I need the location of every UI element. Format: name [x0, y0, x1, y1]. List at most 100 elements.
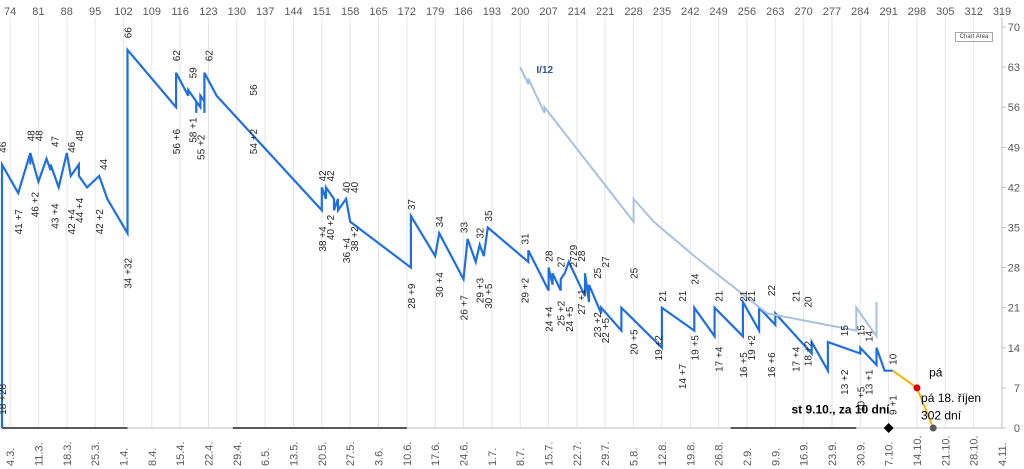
chart-area-button[interactable]: Chart Area [955, 32, 993, 42]
bottom-tick-label: 16.9. [799, 442, 811, 466]
series-i12-line [519, 66, 878, 340]
bottom-tick-label: 15.7. [544, 442, 556, 466]
data-label: 23 +2 [593, 312, 604, 338]
top-tick-label: 207 [539, 6, 557, 18]
data-label: 55 +2 [196, 134, 207, 160]
bottom-tick-label: 27.5. [345, 442, 357, 466]
data-label: 19 +5 [690, 335, 701, 361]
top-tick-label: 109 [143, 6, 161, 18]
top-tick-label: 95 [89, 6, 101, 18]
data-label: 25 [593, 267, 604, 279]
top-tick-label: 200 [511, 6, 529, 18]
bottom-tick-label: 7.10. [884, 442, 896, 466]
data-label: 33 [460, 222, 471, 234]
data-label: 32 [476, 227, 487, 239]
label-layer: 18 +28 46 41 +7 48 46 +2 48 43 +4 47 42 +4 46 44 +… [0, 27, 981, 423]
data-label: 42 +4 [67, 209, 78, 235]
bottom-tick-label: 4.3. [5, 448, 17, 466]
bottom-tick-label: 26.8. [714, 442, 726, 466]
data-label: 30 +4 [435, 272, 446, 298]
data-label: 21 [658, 290, 669, 302]
bottom-tick-label: 6.5. [260, 448, 272, 466]
top-tick-label: 144 [284, 6, 302, 18]
annotation: pá [929, 365, 943, 379]
data-label: 22 [767, 285, 778, 297]
data-label: 29 [569, 244, 580, 256]
data-label: 38 +2 [350, 226, 361, 252]
data-label: 41 +7 [14, 209, 25, 235]
top-tick-label: 228 [624, 6, 642, 18]
top-tick-label: 298 [908, 6, 926, 18]
top-tick-label: 291 [879, 6, 897, 18]
y-tick-label: 14 [1008, 343, 1020, 355]
grid-layer [9, 17, 1003, 428]
data-label: 17 +4 [792, 346, 803, 372]
data-label: 21 [747, 290, 758, 302]
bottom-tick-label: 24.6. [459, 442, 471, 466]
data-label: 40 [350, 181, 361, 193]
data-label: 54 +2 [249, 128, 260, 154]
y-tick-label: 0 [1014, 423, 1020, 435]
data-label: 35 [484, 210, 495, 222]
y-tick-label: 28 [1008, 263, 1020, 275]
data-label: 29 +3 [476, 277, 487, 303]
data-label: 56 [249, 84, 260, 96]
data-label: 25 [630, 267, 641, 279]
data-label: 14 +7 [678, 363, 689, 389]
data-label: 25 +2 [557, 300, 568, 326]
top-tick-label: 116 [171, 6, 189, 18]
data-label: 46 [0, 141, 9, 153]
data-label: 21 [739, 290, 750, 302]
data-label: 28 [577, 250, 588, 262]
circle-marker [913, 384, 921, 392]
bottom-tick-label: 25.3. [90, 442, 102, 466]
data-label: 46 [67, 141, 78, 153]
data-label: 24 [690, 273, 701, 285]
top-tick-label: 305 [936, 6, 954, 18]
data-label: 27 [569, 256, 580, 268]
bottom-tick-label: 18.3. [62, 442, 74, 466]
data-label: 22 +5 [601, 318, 612, 344]
data-label: 16 +5 [739, 352, 750, 378]
y-tick-label: 42 [1008, 182, 1020, 194]
y-tick-label: 7 [1014, 383, 1020, 395]
bottom-tick-label: 13.5. [288, 442, 300, 466]
bottom-tick-label: 5.8. [629, 448, 641, 466]
series-label: I/12 [536, 65, 553, 76]
data-label: 40 [342, 181, 353, 193]
y-tick-label: 21 [1008, 303, 1020, 315]
top-tick-label: 137 [256, 6, 274, 18]
top-tick-label: 130 [228, 6, 246, 18]
data-label: 59 [188, 67, 199, 79]
bottom-tick-label: 21.10. [940, 435, 952, 466]
data-label: 34 +32 [124, 257, 135, 288]
bottom-tick-label: 15.4. [175, 442, 187, 466]
bottom-tick-label: 14.10. [912, 435, 924, 466]
top-tick-label: 249 [709, 6, 727, 18]
top-tick-label: 179 [426, 6, 444, 18]
bottom-tick-label: 29.4. [232, 442, 244, 466]
data-label: 28 [545, 250, 556, 262]
bottom-tick-label: 12.8. [657, 442, 669, 466]
data-label: 19 +2 [654, 335, 665, 361]
data-label: 9 +1 [889, 395, 900, 415]
data-label: 24 +5 [565, 306, 576, 332]
data-label: 44 [99, 158, 110, 170]
top-tick-label: 165 [369, 6, 387, 18]
y-tick-label: 70 [1008, 22, 1020, 34]
data-label: 46 +2 [30, 192, 41, 218]
data-label: 27 [557, 256, 568, 268]
data-label: 19 +2 [747, 335, 758, 361]
top-tick-label: 151 [313, 6, 331, 18]
top-tick-label: 242 [681, 6, 699, 18]
data-label: 27 [601, 256, 612, 268]
top-tick-label: 172 [398, 6, 416, 18]
top-tick-label: 263 [766, 6, 784, 18]
data-label: 36 +4 [342, 237, 353, 263]
data-label: 40 +2 [326, 214, 337, 240]
y-tick-label: 63 [1008, 62, 1020, 74]
data-label: 27 +1 [577, 289, 588, 315]
bottom-tick-label: 8.7. [515, 448, 527, 466]
bottom-tick-label: 29.7. [600, 442, 612, 466]
